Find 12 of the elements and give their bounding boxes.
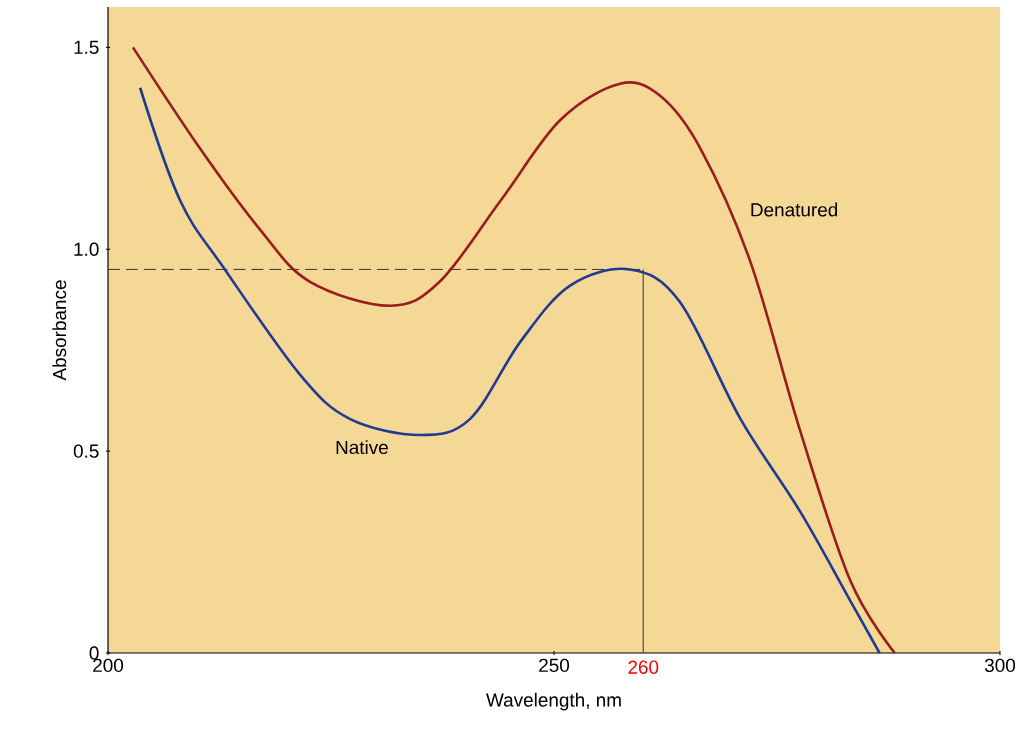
- y-tick-label: 0.5: [73, 444, 99, 458]
- x-tick-label: 200: [93, 658, 124, 673]
- series-label: Denatured: [751, 202, 838, 217]
- x-tick-label: 300: [984, 658, 1016, 673]
- y-tick-label: 0: [89, 646, 99, 660]
- ref-line-label: 260: [628, 660, 659, 674]
- y-tick-label: 1.0: [74, 242, 99, 256]
- x-tick-label: 250: [539, 658, 570, 673]
- series-label: Native: [336, 440, 388, 455]
- y-axis-title: Absorbance: [52, 280, 67, 381]
- x-axis-title: Wavelength, nm: [486, 692, 621, 711]
- y-tick-label: 1.5: [74, 40, 99, 54]
